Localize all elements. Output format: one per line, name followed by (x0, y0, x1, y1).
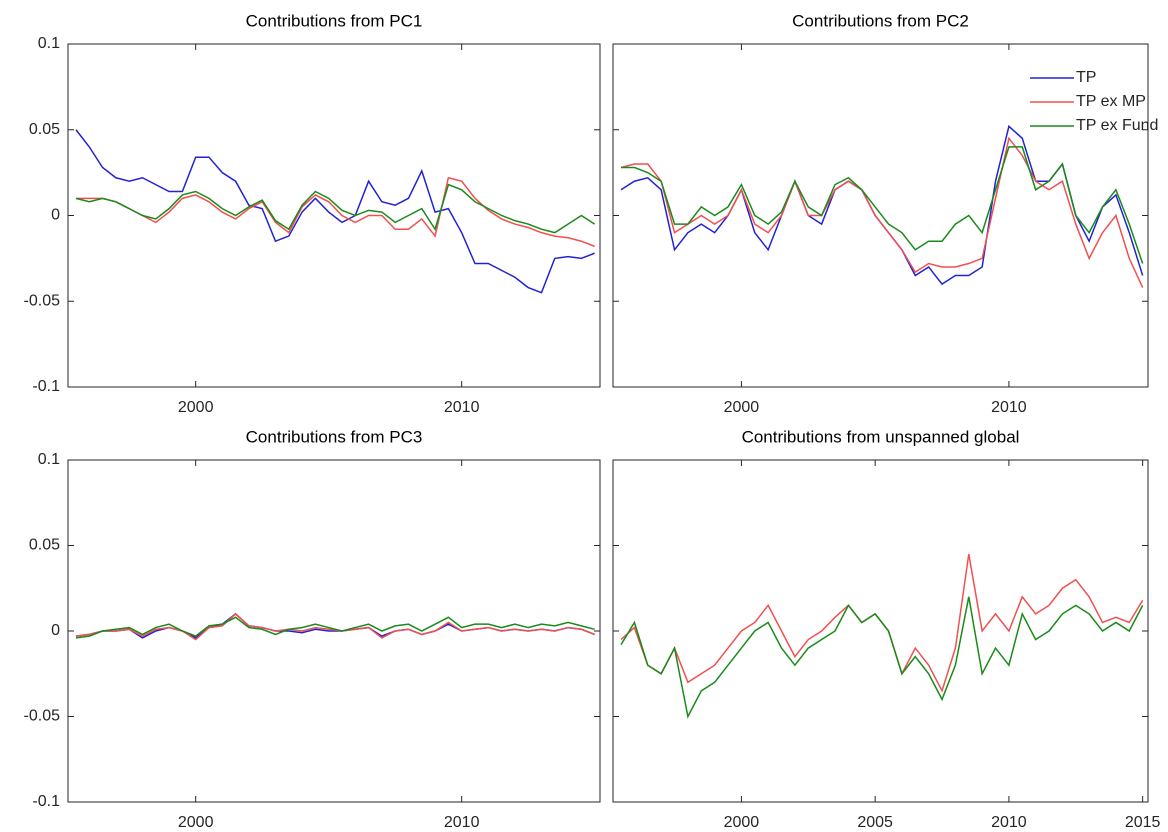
x-tick-label: 2015 (1125, 814, 1161, 831)
y-tick-label: 0 (51, 622, 60, 639)
series-line (620, 136, 1144, 288)
x-tick-label: 2000 (178, 814, 214, 831)
x-tick-label: 2010 (444, 814, 480, 831)
legend-label: TP ex Fund (1076, 117, 1158, 134)
x-tick-label: 2000 (724, 814, 760, 831)
y-tick-label: -0.05 (24, 708, 61, 725)
legend-label: TP ex MP (1076, 93, 1146, 110)
x-tick-label: 2010 (991, 399, 1027, 416)
x-tick-label: 2005 (857, 814, 893, 831)
series-line (75, 612, 595, 639)
series-line (75, 183, 596, 234)
series-line (620, 596, 1144, 719)
y-tick-label: 0 (51, 207, 60, 224)
axes-box (612, 459, 1149, 803)
chart-title: Contributions from PC3 (246, 427, 423, 446)
series-line (621, 146, 1144, 264)
series-line (620, 124, 1144, 286)
chart-title: Contributions from unspanned global (742, 427, 1020, 446)
axes-box (612, 43, 1149, 388)
y-tick-label: -0.1 (32, 378, 60, 395)
x-tick-label: 2010 (991, 814, 1027, 831)
y-tick-label: 0.1 (38, 451, 60, 468)
series-line (75, 129, 595, 294)
x-tick-label: 2000 (724, 399, 760, 416)
y-tick-label: 0.05 (29, 121, 60, 138)
legend-label: TP (1076, 69, 1096, 86)
series-line (75, 176, 595, 248)
y-tick-label: -0.05 (24, 292, 61, 309)
y-tick-label: -0.1 (32, 793, 60, 810)
series-line (75, 616, 595, 639)
x-tick-label: 2010 (444, 399, 480, 416)
axes-box (67, 43, 601, 388)
axes-box (67, 459, 601, 803)
y-tick-label: 0.1 (38, 35, 60, 52)
chart-title: Contributions from PC2 (792, 11, 969, 30)
x-tick-label: 2000 (178, 399, 214, 416)
chart-title: Contributions from PC1 (246, 11, 423, 30)
series-line (75, 612, 595, 641)
y-tick-label: 0.05 (29, 537, 60, 554)
